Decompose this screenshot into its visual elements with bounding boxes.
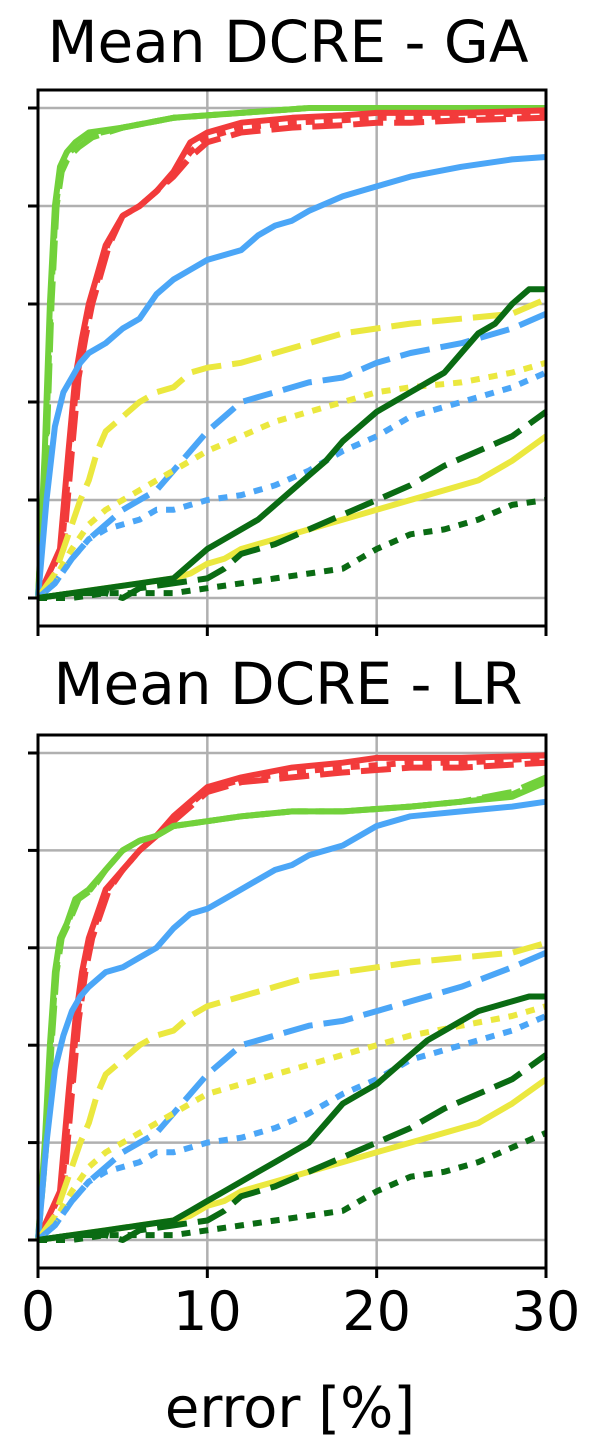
grid (36, 90, 548, 626)
series-line-4 (35, 114, 547, 600)
series-line-6 (35, 154, 547, 599)
x-tick-label: 20 (342, 1280, 411, 1343)
series-line-6 (35, 798, 547, 1241)
series-line-3 (35, 107, 547, 600)
x-tick-label: 30 (512, 1280, 581, 1343)
series-line-7 (35, 296, 548, 600)
series-line-13 (37, 409, 548, 601)
series-group (35, 752, 548, 1243)
x-tick-label: 10 (173, 1280, 242, 1343)
series-line-0 (35, 752, 547, 1242)
series-line-14 (38, 497, 547, 601)
series-line-2 (35, 754, 547, 1242)
grid (36, 735, 548, 1268)
series-line-5 (35, 777, 548, 1241)
series-line-10 (36, 369, 548, 601)
series-line-9 (35, 359, 547, 600)
series-line-2 (35, 105, 546, 599)
series-line-7 (35, 940, 547, 1242)
chart-panel-lr: Mean DCRE - LR 0 10 20 30 error [%] (21, 650, 581, 1441)
series-line-14 (38, 1130, 548, 1243)
chart-panel-ga: Mean DCRE - GA (28, 8, 548, 636)
axes (28, 733, 548, 1278)
series-line-8 (36, 311, 548, 601)
series-line-4 (35, 774, 548, 1241)
chart-title: Mean DCRE - GA (48, 8, 529, 76)
series-line-12 (37, 993, 546, 1243)
series-line-12 (37, 286, 546, 601)
series-line-5 (35, 109, 547, 600)
series-line-8 (36, 949, 548, 1243)
x-tick-labels: 0 10 20 30 (21, 1280, 581, 1343)
series-line-13 (37, 1052, 548, 1243)
axes (28, 88, 548, 636)
series-line-1 (35, 105, 546, 599)
series-line-1 (35, 759, 547, 1242)
chart-title: Mean DCRE - LR (54, 650, 523, 718)
plot-frame (36, 88, 548, 628)
x-tick-label: 0 (21, 1280, 55, 1343)
plot-frame (36, 733, 548, 1270)
series-line-0 (35, 105, 546, 599)
series-line-9 (35, 1003, 547, 1242)
x-axis-label: error [%] (165, 1376, 415, 1441)
series-group (35, 105, 548, 601)
